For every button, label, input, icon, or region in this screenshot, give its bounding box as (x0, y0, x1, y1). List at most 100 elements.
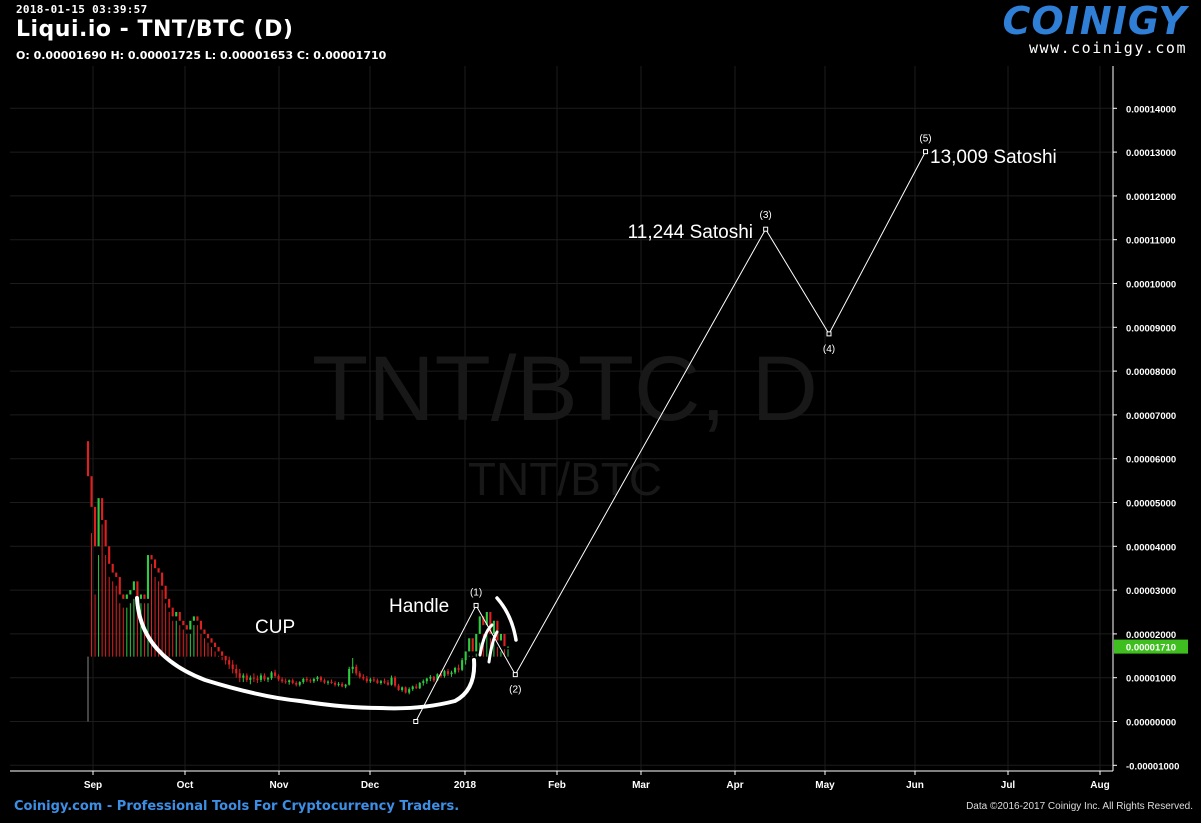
current-price-label: 0.00001710 (1126, 643, 1176, 654)
candle-body (118, 576, 121, 595)
candle-body (309, 680, 312, 682)
wave-point (473, 602, 479, 608)
candle-body (86, 441, 90, 477)
candle-body (192, 616, 195, 621)
candle-body (394, 677, 397, 686)
y-tick-label: 0.00012000 (1126, 192, 1176, 203)
candle-body (108, 546, 111, 564)
candle-body (341, 683, 344, 687)
candle-body (365, 678, 368, 682)
candle-body (139, 594, 142, 599)
candle-body (408, 689, 411, 693)
y-tick-label: 0.00001000 (1126, 674, 1176, 685)
candle-body (358, 673, 361, 677)
candle-body (256, 678, 259, 680)
wave-point (826, 331, 832, 337)
y-tick-label: 0.00002000 (1126, 630, 1176, 641)
axes: 0.00014000 0.00013000 0.00012000 0.00011000… (10, 66, 1188, 791)
x-tick-label: Aug (1090, 780, 1109, 791)
y-tick-label: 0.00003000 (1126, 586, 1176, 597)
trend-anchor (413, 719, 419, 724)
wave-point (512, 672, 518, 678)
brand-url[interactable]: www.coinigy.com (1029, 39, 1187, 57)
candle-body (485, 612, 488, 626)
candle-body (422, 681, 425, 683)
candle-body (238, 673, 241, 678)
candle-body (305, 679, 308, 681)
candle-body (475, 633, 478, 652)
wave-label: (1) (470, 587, 482, 598)
candle-body (249, 677, 252, 680)
candle-body (344, 684, 347, 687)
candle-body (355, 666, 358, 674)
candle-body (450, 672, 453, 675)
candle-body (178, 612, 181, 621)
brand-logo[interactable]: COINIGY www.coinigy.com (1003, 0, 1187, 57)
candle-body (334, 682, 337, 685)
watermark-sub: TNT/BTC (468, 453, 662, 505)
candle-body (443, 671, 446, 676)
y-tick-label: 0.00013000 (1126, 148, 1176, 159)
candle-body (397, 685, 400, 690)
y-tick-label: 0.00004000 (1126, 542, 1176, 553)
candle-body (323, 680, 326, 683)
candle-body (454, 668, 457, 673)
candle-body (461, 660, 464, 670)
candle-body (231, 664, 234, 669)
handle-label: Handle (389, 596, 449, 617)
candle-body (214, 642, 217, 648)
x-tick-label: Dec (361, 780, 380, 791)
candle-body (404, 687, 407, 693)
candle-body (468, 638, 471, 652)
candle-body (362, 676, 365, 679)
x-tick-label: Jul (1001, 780, 1016, 791)
x-tick-label: Apr (726, 780, 743, 791)
wave-label: (5) (919, 134, 931, 145)
candle-body (203, 629, 206, 634)
candle-body (277, 675, 280, 680)
candle-body (259, 675, 262, 680)
candle-body (390, 677, 393, 685)
candle-body (242, 675, 245, 678)
candle-body (464, 651, 467, 661)
candle-body (326, 681, 330, 683)
candle-body (101, 498, 104, 521)
candle-body (312, 679, 315, 682)
wave-label: (3) (760, 210, 772, 221)
header-timestamp: 2018-01-15 03:39:57 (16, 3, 148, 16)
candle-body (94, 506, 97, 547)
candle-body (111, 563, 114, 573)
candle-body (132, 581, 135, 591)
candles (86, 441, 510, 722)
candle-body (217, 647, 220, 652)
wave-point (763, 226, 769, 232)
candle-body (136, 581, 139, 599)
candle-body (386, 682, 390, 685)
wave-label: (4) (823, 344, 835, 355)
candle-body (196, 616, 199, 621)
candle-body (274, 672, 277, 676)
candle-body (168, 598, 171, 608)
candle-body (457, 668, 460, 670)
candle-body (175, 612, 178, 617)
y-tick-label: 0.00008000 (1126, 367, 1176, 378)
wave-path (415, 151, 926, 722)
candle-body (157, 568, 160, 573)
candle-body (316, 677, 319, 680)
footer-tagline[interactable]: Coinigy.com - Professional Tools For Cry… (14, 799, 460, 814)
y-tick-label: 0.00007000 (1126, 411, 1176, 422)
candle-body (506, 646, 510, 648)
candle-body (270, 672, 273, 679)
candle-body (379, 681, 382, 683)
candle-body (284, 681, 287, 683)
candle-body (154, 559, 157, 569)
candle-body (478, 616, 481, 634)
y-tick-label: 0.00006000 (1126, 455, 1176, 466)
cup-curve (135, 596, 477, 711)
candle-body (143, 594, 146, 599)
candle-body (235, 668, 238, 674)
candle-body (228, 660, 231, 665)
candle-body (150, 555, 153, 560)
y-tick-label: 0.00000000 (1126, 718, 1176, 729)
